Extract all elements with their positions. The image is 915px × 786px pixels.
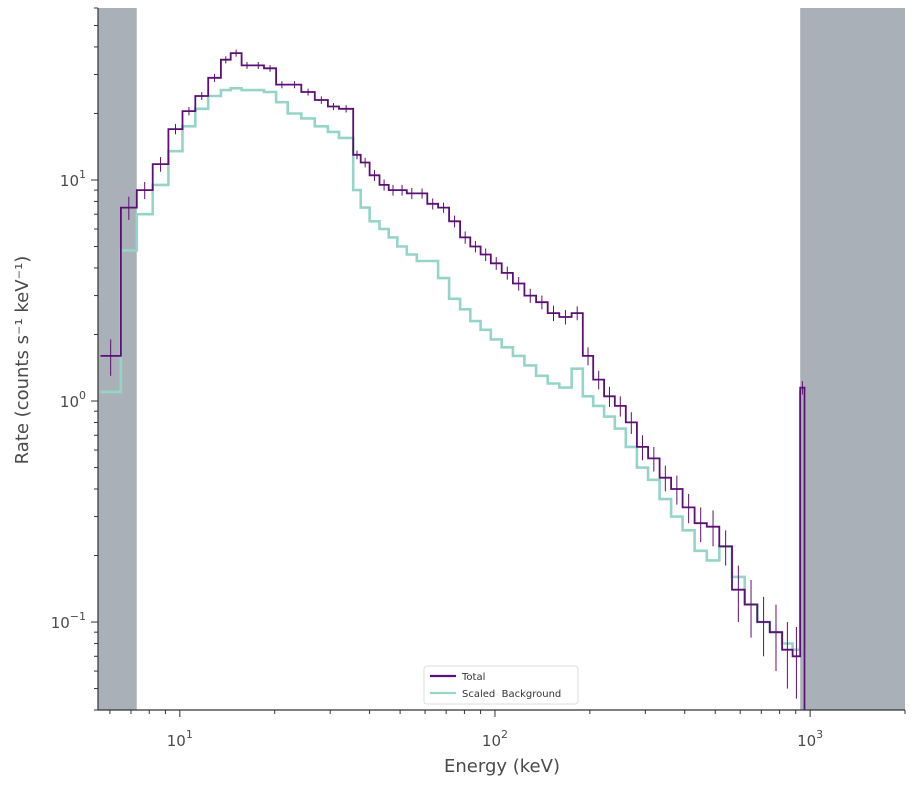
legend: Total Scaled Background <box>423 665 579 705</box>
ticks: 101 102 103 10−1 100 101 <box>51 7 906 750</box>
x-axis-label: Energy (keV) <box>444 756 560 777</box>
legend-box <box>423 665 579 705</box>
x-tick-label: 103 <box>797 728 823 750</box>
total-series <box>100 49 806 710</box>
x-tick-label: 101 <box>167 728 193 750</box>
legend-label: Scaled Background <box>462 689 561 700</box>
y-axis-label: Rate (counts s⁻¹ keV⁻¹) <box>12 256 33 465</box>
excluded-region-1 <box>800 8 905 710</box>
excluded-region-0 <box>98 8 137 710</box>
background-series <box>100 87 806 710</box>
excluded-regions <box>98 8 905 710</box>
x-tick-label: 102 <box>482 728 508 750</box>
background-step-line <box>100 87 806 710</box>
y-tick-label: 101 <box>60 168 86 190</box>
y-tick-label: 100 <box>60 389 86 411</box>
legend-label: Total <box>461 672 485 683</box>
axes <box>97 8 905 711</box>
y-tick-label: 10−1 <box>51 610 86 632</box>
total-step-line <box>100 52 806 710</box>
